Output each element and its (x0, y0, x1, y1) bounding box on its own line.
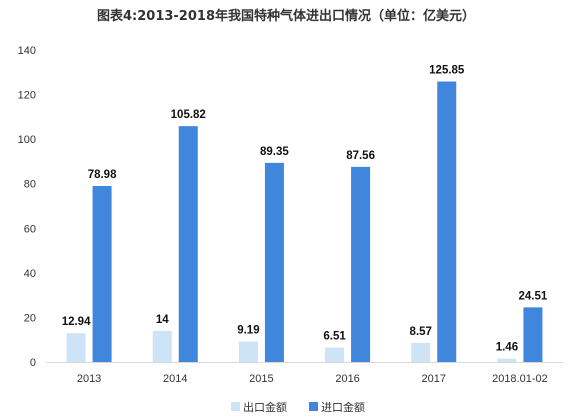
y-tick-label: 0 (30, 357, 36, 369)
y-axis: 0 20 40 60 80 100 120 140 (18, 45, 36, 369)
y-tick-label: 140 (18, 45, 36, 57)
legend-label: 出口金额 (243, 400, 287, 414)
x-axis: 2013 2014 2015 2016 2017 2018.01-02 (46, 362, 563, 385)
value-labels: 12.94 14 9.19 6.51 8.57 1.46 78.98 105.82 89.35 8… (62, 65, 548, 354)
bar-import (523, 307, 543, 362)
x-tick-label: 2016 (335, 373, 359, 385)
bar-export (325, 347, 345, 362)
legend-swatch (231, 402, 240, 411)
value-label-import: 105.82 (171, 109, 206, 121)
y-tick-label: 40 (24, 268, 36, 280)
value-label-export: 14 (156, 314, 169, 326)
x-tick-label: 2017 (422, 373, 446, 385)
value-label-import: 89.35 (260, 146, 289, 158)
value-label-import: 24.51 (519, 290, 548, 302)
value-label-export: 9.19 (237, 325, 259, 337)
y-tick-label: 120 (18, 90, 36, 102)
bar-export (238, 341, 258, 362)
bar-group (66, 81, 543, 362)
legend-swatch (309, 402, 318, 411)
y-tick-label: 20 (24, 312, 36, 324)
x-tick-label: 2018.01-02 (492, 373, 548, 385)
x-tick-label: 2013 (77, 373, 101, 385)
y-tick-label: 60 (24, 223, 36, 235)
x-tick-label: 2015 (249, 373, 273, 385)
x-tick-label: 2014 (163, 373, 187, 385)
value-label-import: 78.98 (88, 169, 117, 181)
bar-import (437, 81, 457, 362)
bar-export (66, 333, 86, 362)
value-label-export: 1.46 (496, 342, 518, 354)
bar-import (351, 166, 371, 362)
bar-import (264, 162, 284, 362)
value-label-import: 87.56 (346, 150, 375, 162)
legend-label: 进口金额 (321, 400, 365, 414)
value-label-export: 12.94 (62, 316, 91, 328)
chart-title: 图表4:2013-2018年我国特种气体进出口情况（单位：亿美元） (97, 8, 475, 24)
bar-import (178, 126, 198, 362)
value-label-export: 6.51 (323, 330, 346, 342)
value-label-export: 8.57 (410, 326, 432, 338)
y-tick-label: 100 (18, 134, 36, 146)
value-label-import: 125.85 (429, 65, 465, 77)
y-tick-label: 80 (24, 179, 36, 191)
bar-export (411, 342, 431, 362)
bar-export (152, 330, 172, 362)
bar-import (92, 185, 112, 362)
legend: 出口金额 进口金额 (231, 400, 365, 414)
bar-export (497, 358, 517, 362)
